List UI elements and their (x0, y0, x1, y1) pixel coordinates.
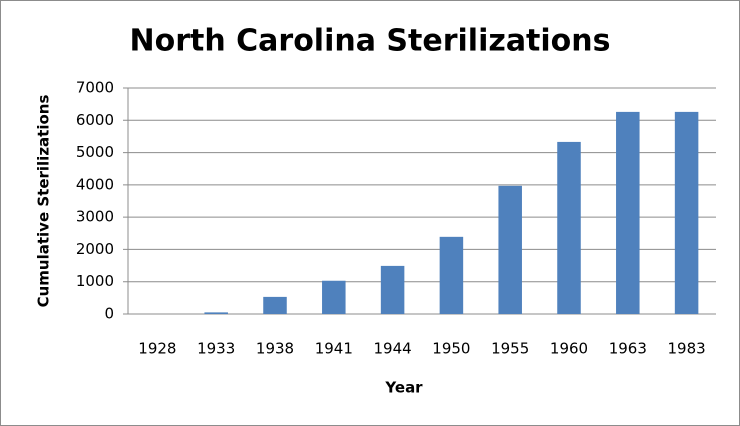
y-tick-label: 3000 (76, 208, 114, 226)
x-tick-label: 1933 (197, 340, 235, 358)
bar (557, 141, 581, 314)
x-tick-label: 1963 (609, 340, 647, 358)
x-axis-label: Year (384, 379, 423, 397)
y-tick-label: 1000 (76, 272, 114, 290)
bar (322, 280, 346, 314)
y-tick-label: 2000 (76, 240, 114, 258)
y-axis-label: Cumulative Sterilizations (35, 95, 53, 308)
x-tick-label: 1955 (491, 340, 529, 358)
bar (204, 312, 228, 314)
bar (380, 265, 405, 314)
x-tick-label: 1950 (432, 340, 470, 358)
x-tick-label: 1983 (668, 340, 706, 358)
bar (616, 111, 640, 315)
y-tick-label: 6000 (76, 111, 114, 129)
y-tick-label: 5000 (76, 143, 114, 161)
y-tick-label: 7000 (76, 79, 114, 97)
bar (439, 236, 464, 314)
bar (498, 185, 522, 314)
x-tick-label: 1960 (550, 340, 588, 358)
y-tick-label: 0 (104, 305, 114, 323)
x-tick-label: 1928 (138, 340, 176, 358)
bar (263, 296, 287, 314)
x-tick-label: 1938 (256, 340, 294, 358)
y-tick-label: 4000 (76, 175, 114, 193)
x-tick-label: 1941 (315, 340, 353, 358)
chart-title: North Carolina Sterilizations (129, 24, 610, 59)
x-tick-label: 1944 (374, 340, 412, 358)
bar (674, 111, 699, 315)
